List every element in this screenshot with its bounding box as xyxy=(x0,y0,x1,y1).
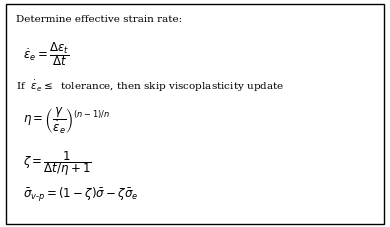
Text: $\zeta = \dfrac{1}{\Delta t/\eta + 1}$: $\zeta = \dfrac{1}{\Delta t/\eta + 1}$ xyxy=(23,149,92,177)
FancyBboxPatch shape xyxy=(6,5,384,224)
Text: Determine effective strain rate:: Determine effective strain rate: xyxy=(16,15,182,24)
Text: $\eta = \left(\dfrac{\gamma}{\dot{\varepsilon}_e}\right)^{(n-1)/n}$: $\eta = \left(\dfrac{\gamma}{\dot{\varep… xyxy=(23,106,110,136)
Text: $\bar{\sigma}_{v\text{-}p} = (1-\zeta)\bar{\sigma} - \zeta\bar{\sigma}_e$: $\bar{\sigma}_{v\text{-}p} = (1-\zeta)\b… xyxy=(23,185,139,203)
Text: $\dot{\varepsilon}_e = \dfrac{\Delta\varepsilon_t}{\Delta t}$: $\dot{\varepsilon}_e = \dfrac{\Delta\var… xyxy=(23,40,70,67)
Text: If  $\dot{\varepsilon}_e \leq$  tolerance, then skip viscoplasticity update: If $\dot{\varepsilon}_e \leq$ tolerance,… xyxy=(16,78,284,94)
